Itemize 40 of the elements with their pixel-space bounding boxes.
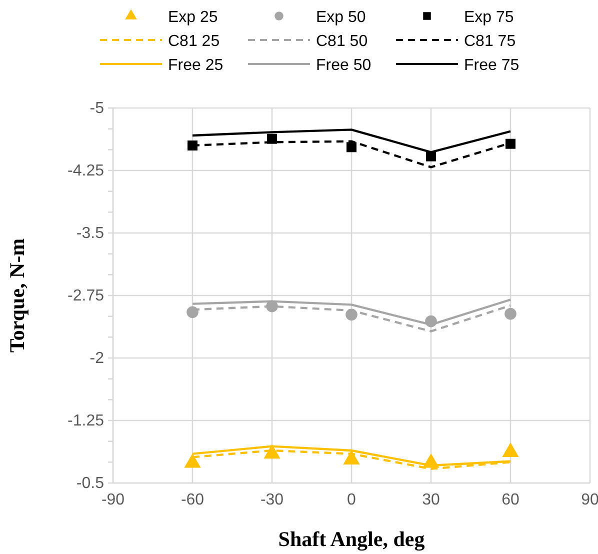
legend-label: C81 75 xyxy=(464,33,516,50)
point xyxy=(422,453,440,468)
y-tick-label: -4.25 xyxy=(68,162,104,180)
legend-label: C81 25 xyxy=(168,33,220,50)
y-axis-title: Torque, N-m xyxy=(5,238,29,353)
legend-label: Exp 25 xyxy=(168,9,218,26)
y-tick-label: -5 xyxy=(90,100,104,118)
point xyxy=(186,306,198,318)
legend-label: Exp 75 xyxy=(464,9,514,26)
point xyxy=(264,444,280,459)
legend-label: Free 25 xyxy=(168,57,224,74)
point xyxy=(346,142,356,152)
point xyxy=(343,450,360,464)
x-tick-label: -90 xyxy=(101,491,125,508)
point xyxy=(266,300,278,312)
legend-label: Exp 50 xyxy=(316,9,366,26)
y-tick-label: -0.5 xyxy=(76,475,104,492)
y-tick-label: -1.25 xyxy=(68,412,104,430)
legend-label: Free 50 xyxy=(316,57,372,74)
point xyxy=(188,140,198,150)
point xyxy=(504,308,516,320)
x-tick-label: 60 xyxy=(502,491,520,508)
legend-label: Free 75 xyxy=(464,57,520,74)
point xyxy=(502,442,519,457)
point xyxy=(346,308,358,321)
point xyxy=(184,453,201,468)
x-tick-label: 0 xyxy=(347,491,356,508)
point xyxy=(267,134,277,144)
y-tick-label: -3.5 xyxy=(76,225,104,242)
point xyxy=(426,151,436,162)
y-tick-label: -2 xyxy=(90,350,104,368)
x-axis-title: Shaft Angle, deg xyxy=(278,527,426,551)
legend-label: C81 50 xyxy=(316,33,368,50)
x-tick-label: -60 xyxy=(180,491,204,508)
y-tick-label: -2.75 xyxy=(68,288,104,305)
point xyxy=(425,315,437,328)
point xyxy=(506,138,516,149)
x-tick-label: 30 xyxy=(422,491,440,508)
x-tick-label: -30 xyxy=(260,491,284,508)
x-tick-label: 90 xyxy=(581,491,598,508)
